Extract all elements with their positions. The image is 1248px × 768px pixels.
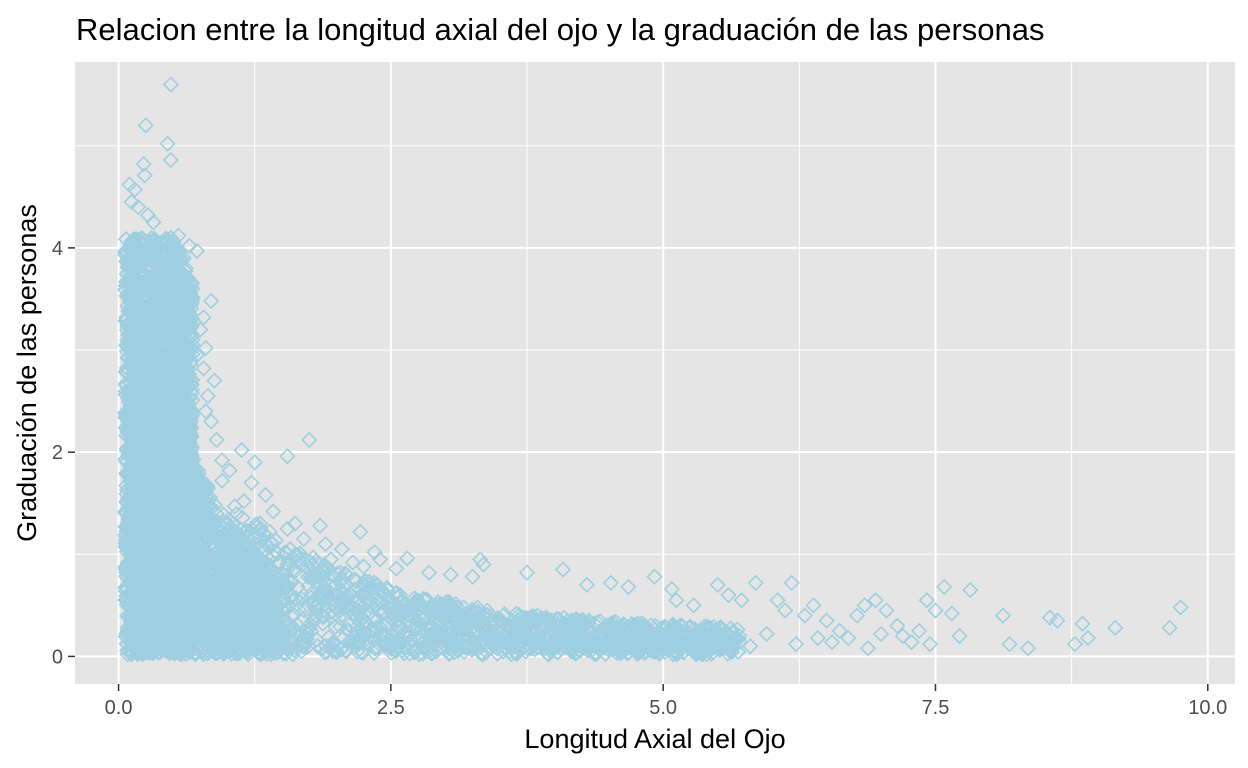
chart-title: Relacion entre la longitud axial del ojo… [76,12,1045,47]
